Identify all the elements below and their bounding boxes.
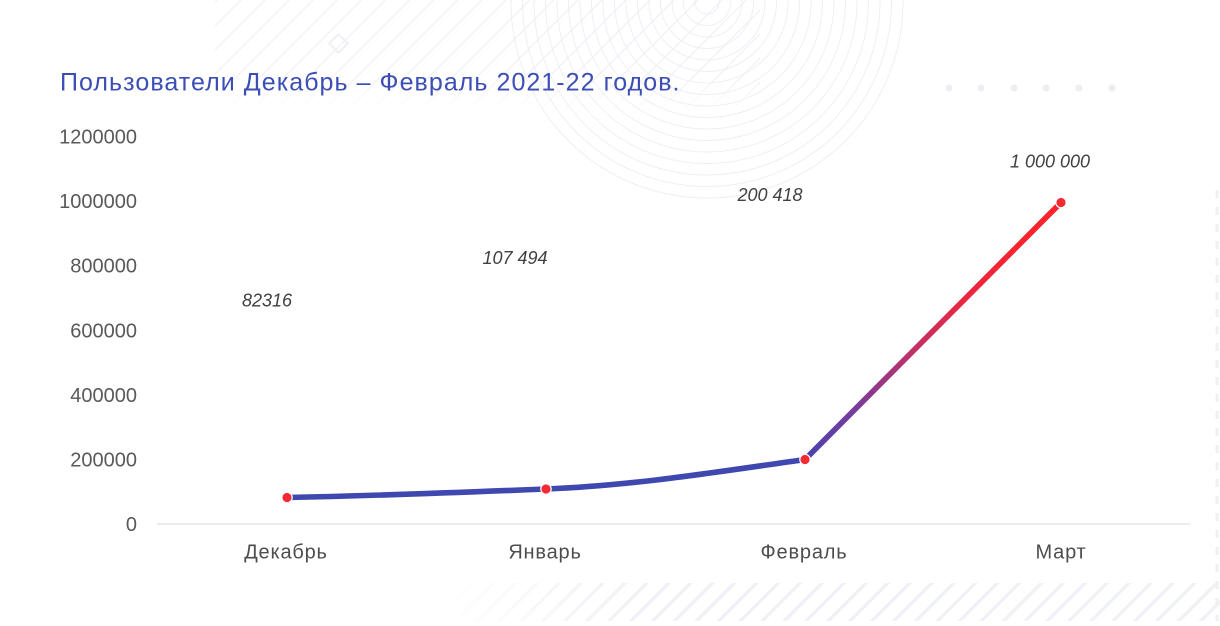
- svg-text:Февраль: Февраль: [761, 542, 848, 564]
- svg-text:400000: 400000: [70, 385, 137, 407]
- svg-text:200000: 200000: [70, 449, 137, 471]
- svg-text:107 494: 107 494: [482, 248, 547, 268]
- svg-text:0: 0: [126, 514, 137, 536]
- svg-text:Пользователи Декабрь – Февраль: Пользователи Декабрь – Февраль 2021-22 г…: [60, 69, 681, 97]
- svg-text:1 000 000: 1 000 000: [1010, 152, 1090, 172]
- svg-text:600000: 600000: [70, 320, 137, 342]
- svg-text:Март: Март: [1035, 542, 1086, 564]
- svg-text:Декабрь: Декабрь: [244, 542, 328, 564]
- svg-text:82316: 82316: [242, 291, 293, 311]
- svg-text:1200000: 1200000: [59, 127, 137, 149]
- svg-text:200 418: 200 418: [736, 185, 802, 205]
- svg-text:1000000: 1000000: [59, 191, 137, 213]
- svg-text:800000: 800000: [70, 256, 137, 278]
- svg-text:Январь: Январь: [508, 542, 581, 564]
